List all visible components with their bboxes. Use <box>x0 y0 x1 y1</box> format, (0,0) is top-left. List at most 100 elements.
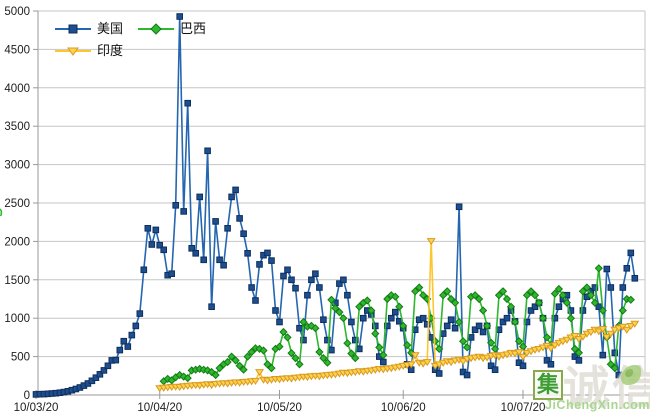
y-tick-label: 5000 <box>4 6 30 18</box>
data-point-us <box>212 218 219 225</box>
data-point-india <box>458 358 468 366</box>
data-point-us <box>200 256 207 264</box>
data-point-us <box>631 275 639 282</box>
data-point-brazil <box>446 294 456 304</box>
data-point-brazil <box>315 347 324 357</box>
data-point-india <box>514 349 524 357</box>
data-point-brazil <box>203 366 212 375</box>
x-tick-label: 10/03/20 <box>14 402 59 414</box>
data-point-brazil <box>570 344 580 354</box>
data-point-us <box>320 316 327 323</box>
data-point-us <box>216 256 223 264</box>
data-point-us <box>555 303 563 310</box>
data-point-india <box>410 352 420 360</box>
watermark-leaf-icon <box>621 365 641 385</box>
data-point-us <box>352 336 359 344</box>
data-point-brazil <box>478 306 488 315</box>
data-point-us <box>224 225 231 232</box>
data-point-us <box>487 362 495 370</box>
data-point-us <box>128 331 136 339</box>
data-point-us <box>172 202 179 209</box>
data-point-brazil <box>502 294 512 304</box>
data-point-brazil <box>263 360 272 369</box>
watermark-site-link[interactable]: JiChengXin.com <box>545 398 650 412</box>
data-point-india <box>422 359 432 367</box>
data-point-us <box>132 322 140 330</box>
data-point-brazil <box>351 353 360 363</box>
data-point-us <box>204 147 211 155</box>
data-point-brazil <box>383 294 392 304</box>
data-point-brazil <box>275 342 284 351</box>
data-point-brazil <box>311 324 320 333</box>
data-point-brazil <box>526 287 536 296</box>
data-point-brazil <box>610 363 619 373</box>
data-point-brazil <box>582 283 592 292</box>
data-point-us <box>527 307 535 314</box>
data-point-brazil <box>307 321 316 331</box>
data-point-us <box>451 324 459 332</box>
data-point-us <box>324 336 331 344</box>
data-point-brazil <box>554 284 564 294</box>
data-point-brazil <box>267 363 276 373</box>
data-point-us <box>627 249 635 257</box>
legend-item-india: 印度 <box>54 43 123 58</box>
data-point-india <box>550 342 560 350</box>
data-point-india <box>518 353 528 361</box>
data-point-brazil <box>183 373 192 383</box>
legend-row: 美国 巴西 <box>54 21 206 36</box>
series-markers-us <box>32 13 639 398</box>
data-point-us <box>547 361 555 368</box>
y-tick-label: 500 <box>11 352 30 364</box>
data-point-brazil <box>443 287 452 296</box>
data-point-us <box>284 266 291 274</box>
data-point-brazil <box>586 291 596 300</box>
data-point-india <box>626 323 636 331</box>
data-point-brazil <box>435 344 444 354</box>
data-point-brazil <box>498 287 508 296</box>
data-point-us <box>595 303 603 310</box>
data-point-brazil <box>363 296 372 305</box>
data-point-us <box>551 314 559 322</box>
data-point-brazil <box>323 358 332 367</box>
data-point-us <box>388 314 395 322</box>
data-point-us <box>160 246 167 254</box>
chart-legend: 美国 巴西 印度 <box>54 21 206 58</box>
data-point-us <box>392 308 399 316</box>
y-tick-label: 2500 <box>4 198 30 210</box>
data-point-us <box>372 322 379 330</box>
data-point-brazil <box>419 291 428 300</box>
y-tick-label: 1500 <box>4 275 30 287</box>
data-point-us <box>619 284 627 291</box>
data-point-india <box>562 336 572 344</box>
data-point-india <box>630 320 640 328</box>
data-point-us <box>92 374 100 381</box>
data-point-brazil <box>510 317 520 327</box>
data-point-us <box>104 362 112 370</box>
data-point-brazil <box>347 349 356 358</box>
data-point-brazil <box>415 283 424 292</box>
data-point-india <box>602 334 612 342</box>
y-tick-label: 3500 <box>4 121 30 133</box>
data-point-india <box>546 345 556 353</box>
data-point-us <box>296 324 303 332</box>
data-point-us <box>435 370 443 377</box>
data-point-brazil <box>339 314 348 323</box>
data-point-us <box>268 257 275 264</box>
data-point-brazil <box>590 298 600 307</box>
data-point-us <box>384 322 391 330</box>
data-point-us <box>180 208 187 215</box>
legend-marker-brazil-icon <box>138 22 175 35</box>
data-point-us <box>443 322 451 330</box>
data-point-us <box>228 193 235 201</box>
data-point-us <box>591 284 599 291</box>
data-point-us <box>116 346 124 354</box>
data-point-india <box>254 369 265 377</box>
data-point-us <box>208 303 215 310</box>
data-point-us <box>168 270 175 277</box>
data-point-brazil <box>474 294 484 304</box>
data-point-brazil <box>371 329 380 338</box>
watermark-left-fragment: 0 <box>0 204 5 216</box>
legend-item-us: 美国 <box>54 21 123 36</box>
data-point-us <box>467 334 475 341</box>
